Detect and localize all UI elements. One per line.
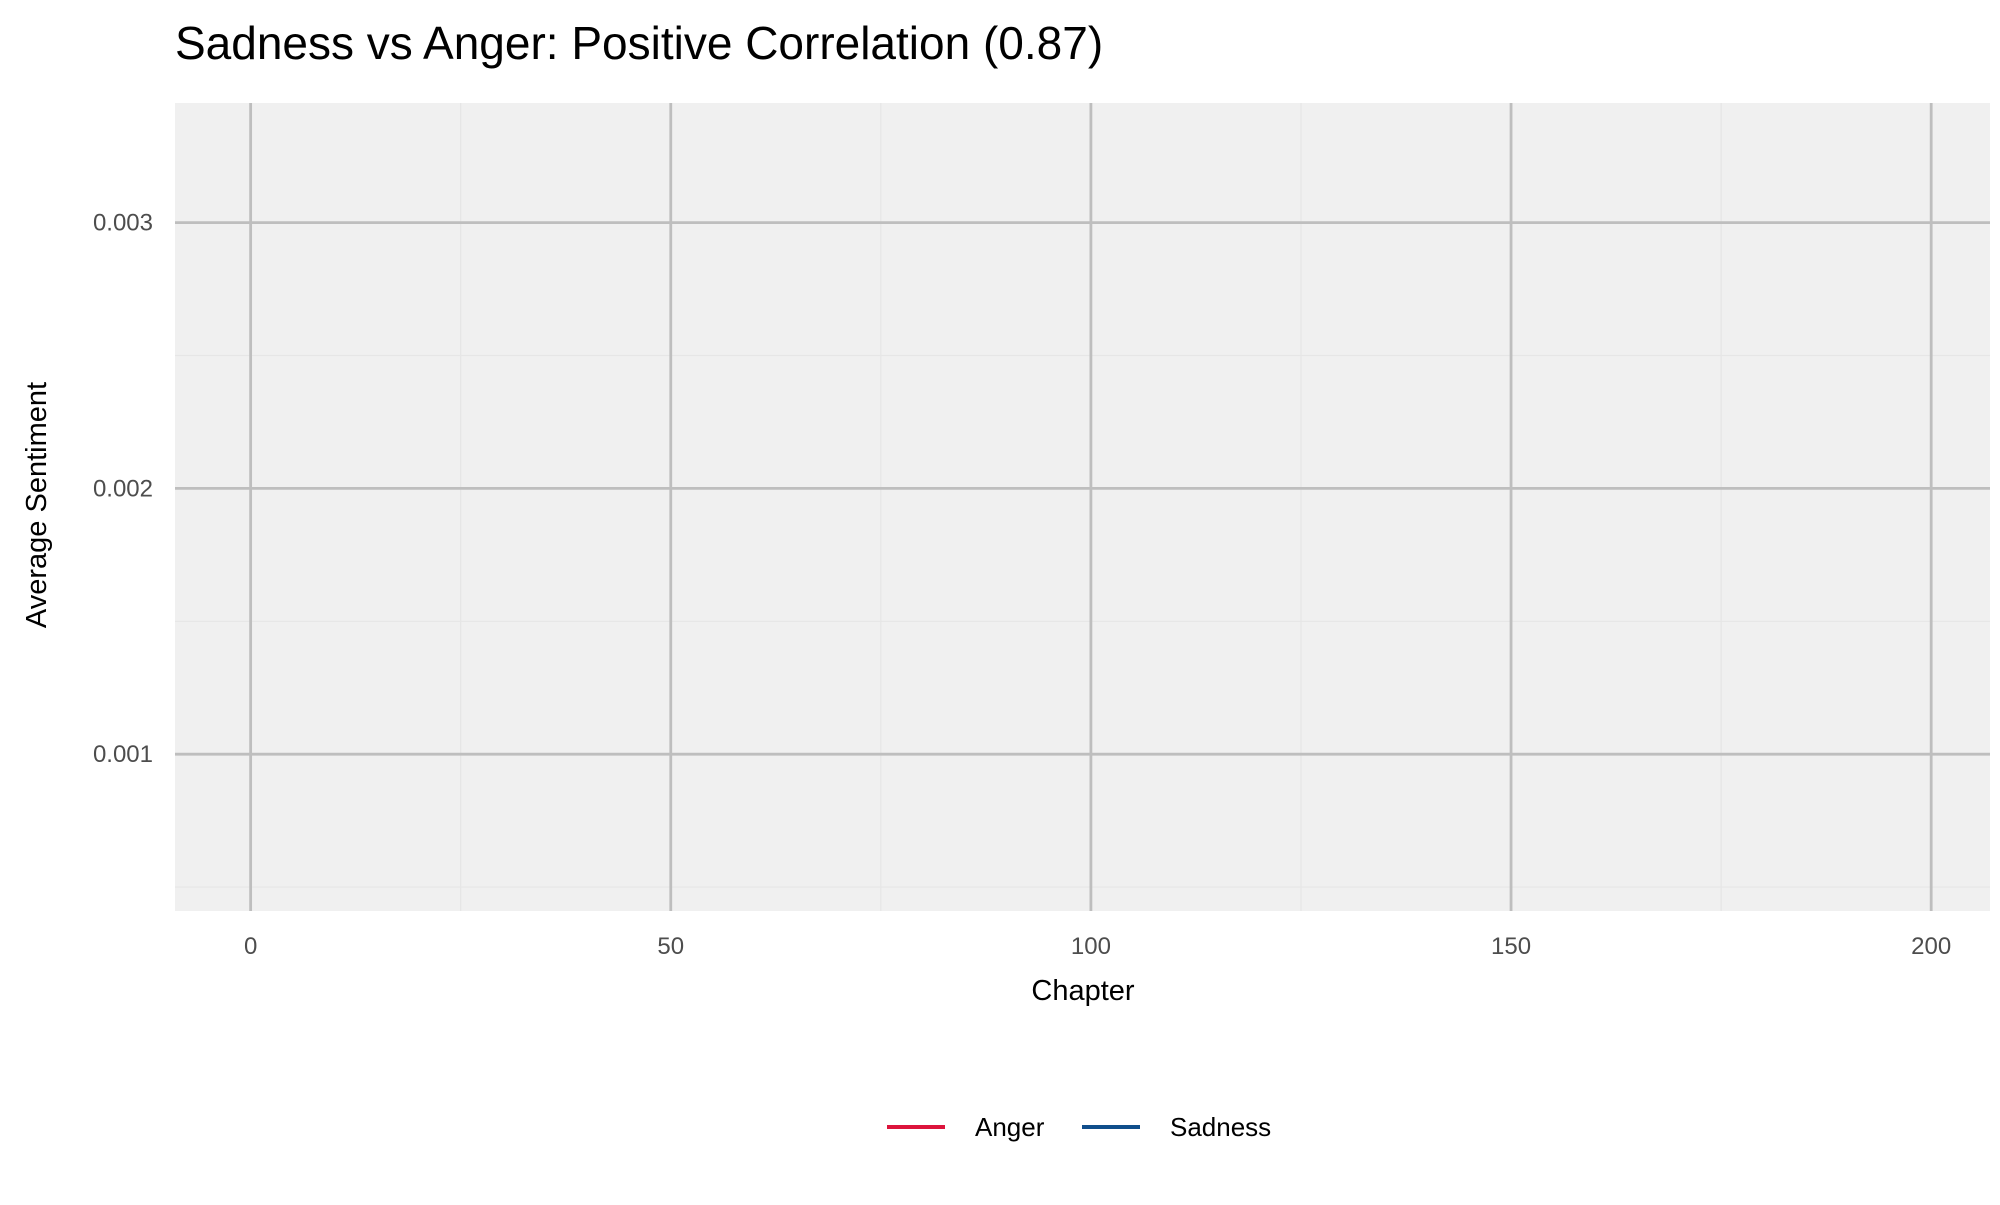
minor-gridlines bbox=[175, 103, 1990, 911]
plot-panel bbox=[175, 103, 1990, 911]
y-tick-label: 0.003 bbox=[93, 210, 153, 237]
y-tick-label: 0.002 bbox=[93, 475, 153, 502]
x-tick-label: 50 bbox=[657, 933, 684, 960]
x-axis-tick-labels: 0 50 100 150 200 bbox=[244, 933, 1951, 960]
x-tick-label: 0 bbox=[244, 933, 257, 960]
x-tick-label: 100 bbox=[1071, 933, 1111, 960]
major-gridlines bbox=[175, 103, 1990, 911]
chart-title: Sadness vs Anger: Positive Correlation (… bbox=[175, 17, 1103, 69]
x-tick-label: 150 bbox=[1491, 933, 1531, 960]
legend: Anger Sadness bbox=[887, 1112, 1271, 1142]
y-axis-label: Average Sentiment bbox=[21, 382, 53, 628]
y-axis-tick-labels: 0.001 0.002 0.003 bbox=[93, 210, 153, 769]
legend-label-sadness: Sadness bbox=[1170, 1112, 1271, 1142]
legend-label-anger: Anger bbox=[975, 1112, 1045, 1142]
x-axis-label: Chapter bbox=[1031, 975, 1135, 1007]
y-tick-label: 0.001 bbox=[93, 741, 153, 768]
x-tick-label: 200 bbox=[1911, 933, 1951, 960]
